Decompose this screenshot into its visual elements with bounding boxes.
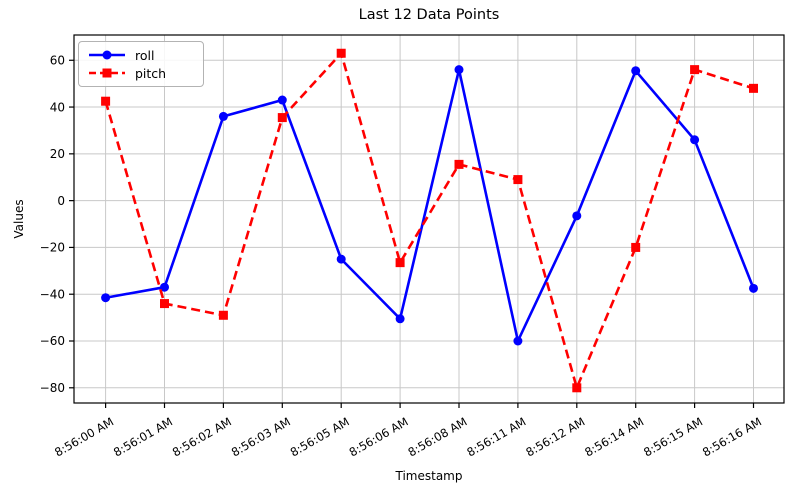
roll-marker xyxy=(101,293,111,303)
roll-line xyxy=(105,68,755,343)
pitch-marker xyxy=(572,383,582,393)
pitch-series xyxy=(101,48,758,393)
roll-marker xyxy=(454,65,464,75)
legend-label-roll: roll xyxy=(135,47,155,63)
roll-marker xyxy=(631,66,641,76)
roll-marker xyxy=(395,314,405,324)
pitch-marker xyxy=(631,242,641,252)
x-tick-label: 8:56:00 AM xyxy=(52,414,116,459)
legend-item-roll: roll xyxy=(88,46,195,64)
pitch-marker xyxy=(336,48,346,58)
x-tick-label: 8:56:11 AM xyxy=(464,414,528,459)
pitch-legend-sample xyxy=(89,68,125,78)
y-axis: 60 40 20 0 −20 −40 −60 −80 xyxy=(40,53,74,395)
x-tick-label: 8:56:06 AM xyxy=(347,414,411,459)
pitch-marker xyxy=(218,310,228,320)
pitch-marker xyxy=(277,113,287,123)
roll-marker xyxy=(277,95,287,105)
y-tick-label: −60 xyxy=(40,334,65,348)
pitch-marker xyxy=(690,65,700,75)
roll-legend-sample xyxy=(89,50,125,60)
chart-title: Last 12 Data Points xyxy=(358,7,500,23)
legend-label-pitch: pitch xyxy=(135,65,167,81)
y-tick-label: 40 xyxy=(50,100,65,114)
y-tick-label: −80 xyxy=(40,381,65,395)
roll-marker xyxy=(160,282,169,292)
x-tick-label: 8:56:03 AM xyxy=(229,414,293,459)
roll-marker xyxy=(513,336,523,346)
pitch-line xyxy=(104,51,754,390)
roll-marker xyxy=(690,135,700,145)
x-tick-label: 8:56:05 AM xyxy=(288,414,352,459)
x-axis-label: Timestamp xyxy=(395,469,463,483)
x-tick-label: 8:56:02 AM xyxy=(170,414,234,459)
pitch-marker xyxy=(513,175,523,185)
x-tick-label: 8:56:15 AM xyxy=(641,414,705,459)
pitch-marker xyxy=(101,96,111,106)
legend: roll pitch xyxy=(78,41,204,87)
x-tick-label: 8:56:12 AM xyxy=(523,414,587,459)
roll-marker xyxy=(572,211,582,221)
legend-item-pitch: pitch xyxy=(88,64,195,82)
roll-marker xyxy=(218,111,228,121)
y-tick-label: −20 xyxy=(40,241,65,255)
x-tick-label: 8:56:01 AM xyxy=(111,414,175,459)
y-tick-label: 20 xyxy=(50,147,65,161)
x-tick-label: 8:56:16 AM xyxy=(700,414,764,459)
x-tick-label: 8:56:08 AM xyxy=(406,414,470,459)
roll-series xyxy=(101,65,758,346)
axes-spines xyxy=(73,34,785,404)
pitch-marker xyxy=(160,299,169,309)
y-tick-label: 0 xyxy=(57,194,65,208)
roll-marker xyxy=(749,283,758,293)
y-tick-label: −40 xyxy=(40,287,65,301)
grid xyxy=(74,35,784,403)
pitch-marker xyxy=(749,83,758,93)
x-tick-label: 8:56:14 AM xyxy=(582,414,646,459)
y-tick-label: 60 xyxy=(50,53,65,67)
pitch-marker xyxy=(454,159,464,169)
roll-marker xyxy=(336,254,346,264)
pitch-marker xyxy=(395,258,405,268)
x-axis: 8:56:00 AM8:56:01 AM8:56:02 AM8:56:03 AM… xyxy=(52,403,764,459)
